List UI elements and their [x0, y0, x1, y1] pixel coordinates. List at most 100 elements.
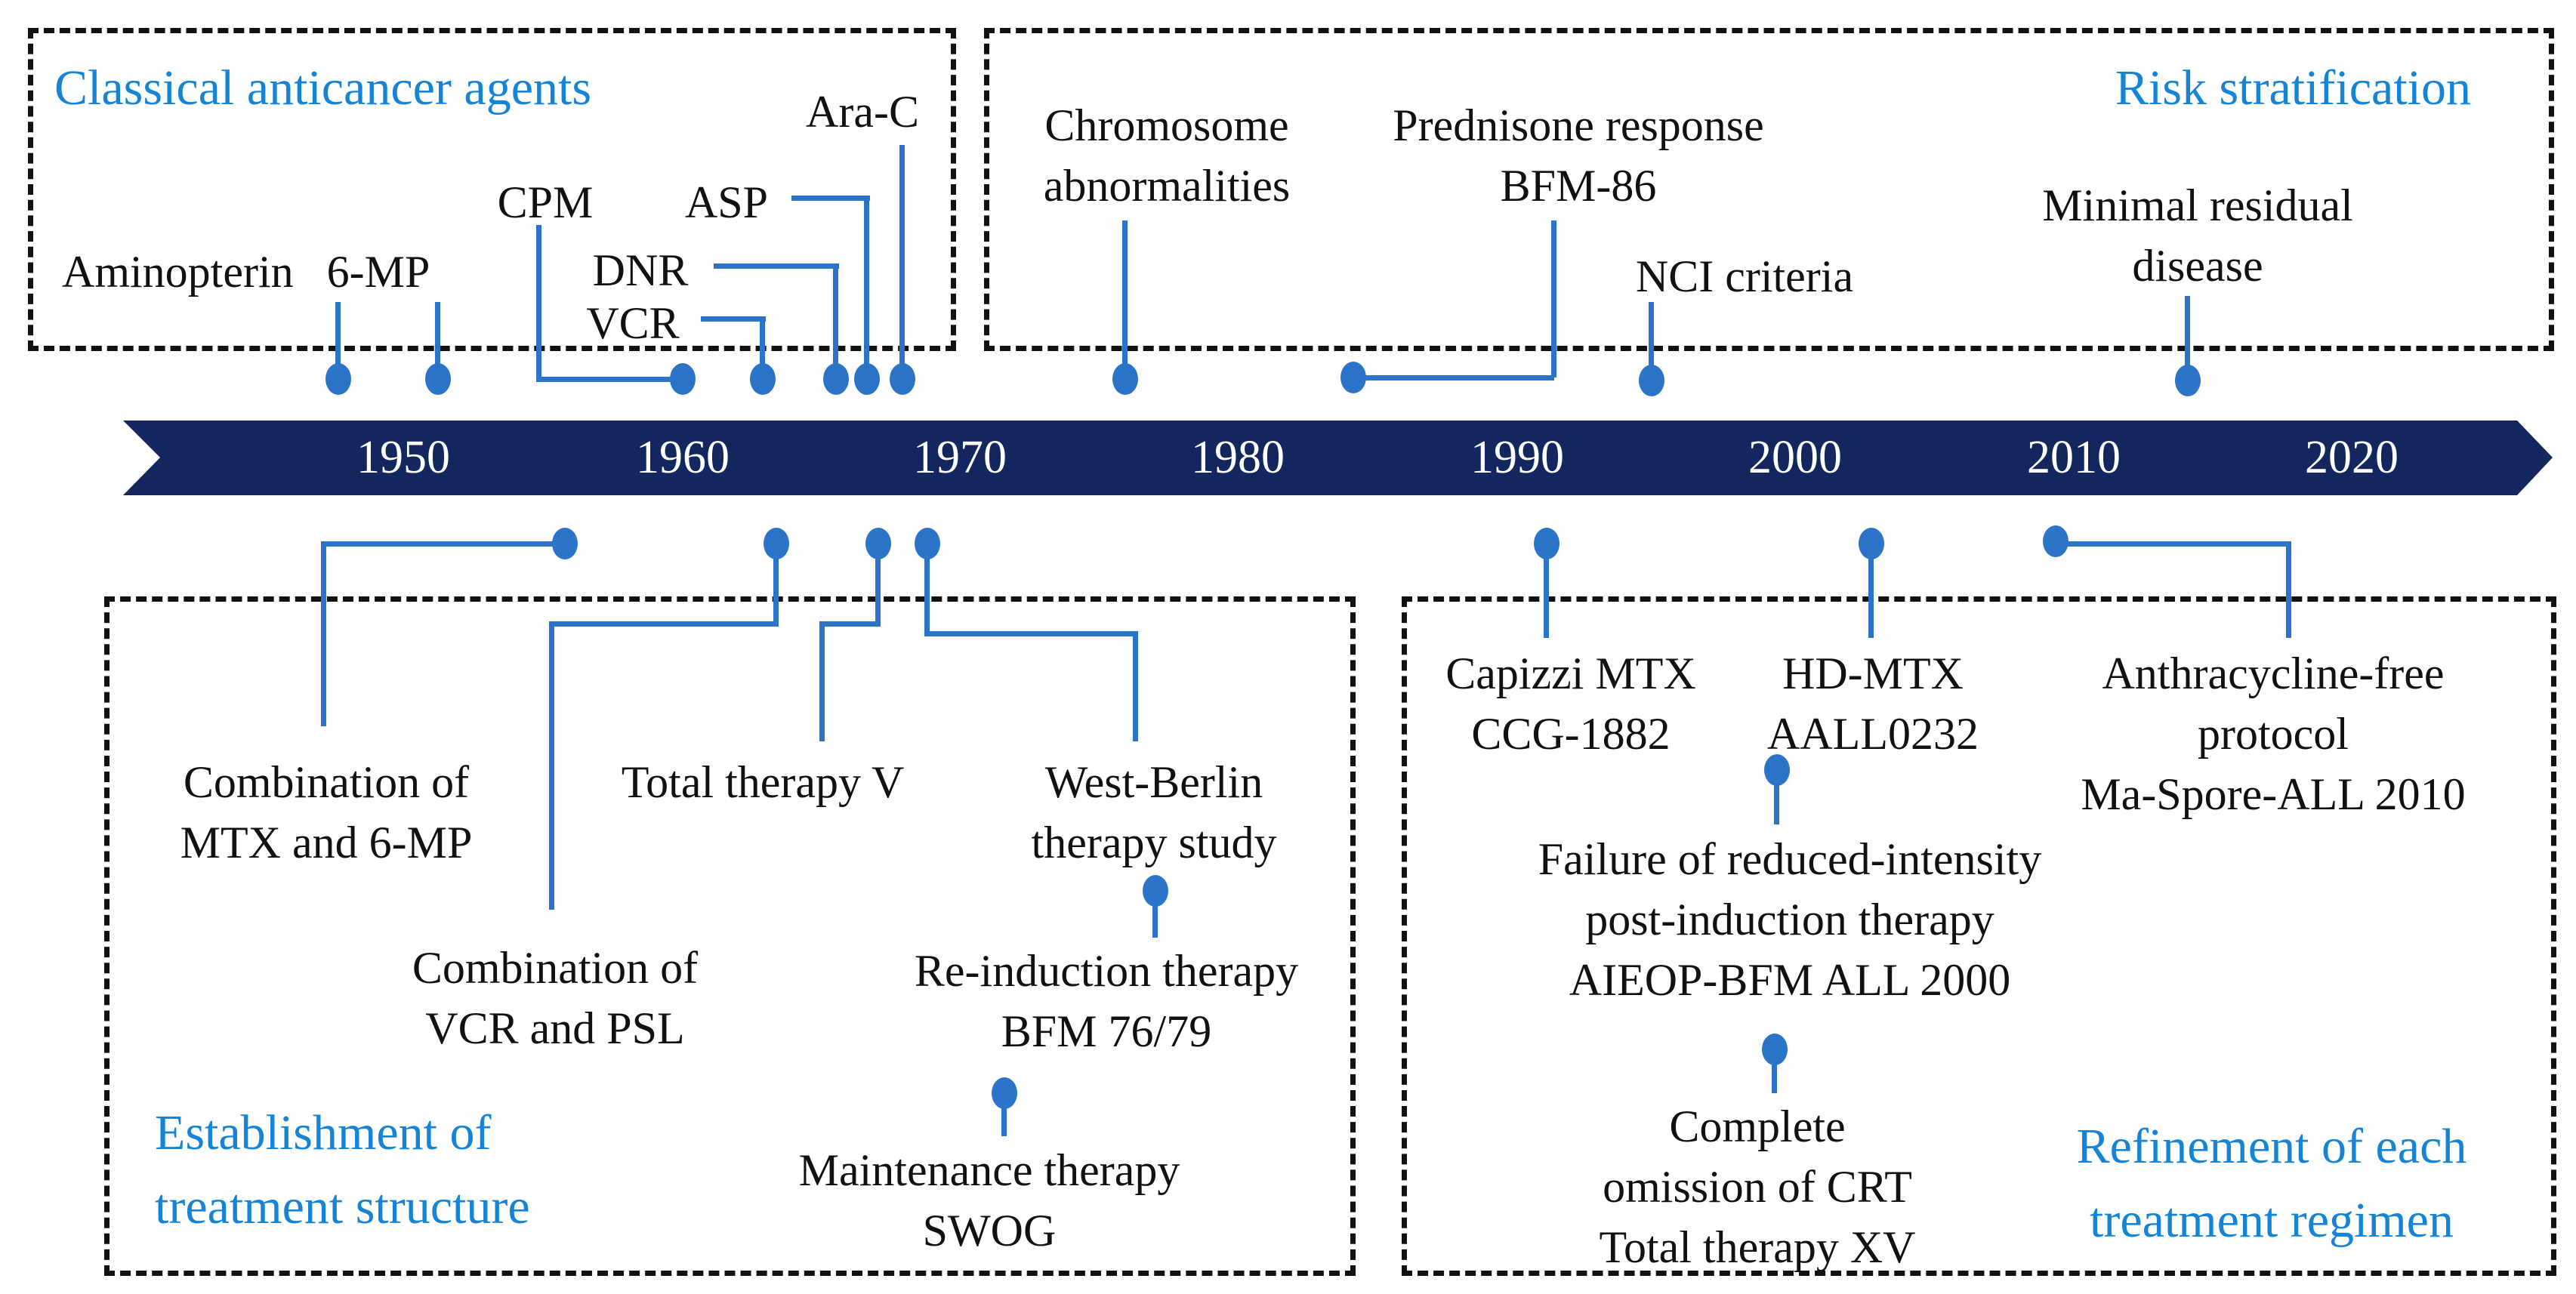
year-1960: 1960	[636, 432, 730, 483]
label-line: disease	[2132, 241, 2263, 291]
risk-stratification-title: Risk stratification	[2115, 60, 2471, 116]
label-ara-c: Ara-C	[806, 87, 919, 137]
connector-line	[791, 196, 870, 201]
label-cpm: CPM	[497, 177, 594, 227]
label-line: Minimal residual	[2042, 180, 2353, 230]
label-reinduction-bfm: Re-induction therapy BFM 76/79	[915, 941, 1298, 1061]
label-nci-criteria: NCI criteria	[1635, 251, 1854, 301]
connector-line	[875, 544, 881, 627]
label-asp: ASP	[684, 177, 769, 227]
label-line: Anthracycline-free	[2102, 649, 2445, 698]
connector-line	[1353, 375, 1554, 380]
heading-line: treatment structure	[155, 1179, 530, 1234]
year-2010: 2010	[2027, 432, 2121, 483]
timeline-dot-mrd	[2175, 365, 2201, 396]
timeline-dot-prednisone	[1340, 362, 1366, 393]
label-line: MTX and 6-MP	[180, 818, 473, 867]
connector-line	[1774, 782, 1779, 824]
timeline-dot-vcr-psl	[764, 528, 789, 559]
connector-line	[2286, 541, 2291, 638]
label-line: Maintenance therapy	[798, 1145, 1180, 1195]
connector-line	[924, 631, 1138, 636]
label-failure-reduced-intensity: Failure of reduced-intensity post-induct…	[1538, 829, 2041, 1010]
label-line: Capizzi MTX	[1445, 649, 1696, 698]
connector-line	[335, 302, 341, 379]
connector-line	[819, 621, 881, 627]
label-aminopterin: Aminopterin	[62, 247, 294, 297]
connector-line	[2185, 296, 2190, 381]
year-1950: 1950	[356, 432, 450, 483]
connector-line	[1868, 557, 1874, 638]
label-line: Re-induction therapy	[914, 946, 1299, 996]
year-2000: 2000	[1748, 432, 1842, 483]
label-line: HD-MTX	[1782, 649, 1964, 698]
classical-agents-title: Classical anticancer agents	[54, 60, 592, 116]
label-complete-omission-crt: Complete omission of CRT Total therapy X…	[1599, 1096, 1915, 1277]
connector-line	[1001, 1104, 1007, 1136]
label-line: omission of CRT	[1603, 1162, 1912, 1212]
heading-line: Establishment of	[155, 1105, 492, 1160]
timeline-dot-chromosome	[1112, 363, 1138, 395]
label-prednisone-response: Prednisone response BFM-86	[1393, 95, 1764, 216]
refinement-heading: Refinement of each treatment regimen	[2077, 1110, 2467, 1258]
connector-line	[1551, 220, 1556, 377]
label-line: abnormalities	[1043, 161, 1291, 211]
label-line: Complete	[1669, 1101, 1846, 1151]
dot-maintenance	[992, 1077, 1017, 1109]
label-line: Ma-Spore-ALL 2010	[2081, 769, 2466, 819]
label-line: BFM-86	[1500, 161, 1657, 211]
connector-line	[549, 621, 554, 910]
timeline-dot-vcr	[750, 363, 776, 395]
label-line: Chromosome	[1044, 100, 1289, 150]
label-maintenance-swog: Maintenance therapy SWOG	[799, 1140, 1180, 1261]
connector-line	[435, 302, 440, 379]
connector-line	[924, 544, 930, 636]
connector-line	[549, 621, 776, 627]
timeline-dot-arac	[890, 363, 915, 395]
treatment-structure-heading: Establishment of treatment structure	[155, 1096, 530, 1244]
treatment-structure-box	[104, 596, 1356, 1276]
label-line: SWOG	[922, 1206, 1057, 1255]
label-minimal-residual-disease: Minimal residual disease	[2042, 175, 2353, 296]
refinement-box	[1402, 596, 2556, 1276]
timeline-dot-anthracycline	[2043, 525, 2069, 557]
label-line: therapy study	[1031, 818, 1277, 867]
label-line: protocol	[2198, 709, 2349, 759]
timeline-dot-total-v	[865, 528, 891, 559]
label-6mp: 6-MP	[326, 247, 430, 297]
dot-omission	[1762, 1034, 1788, 1065]
connector-line	[1544, 557, 1549, 638]
dot-failure	[1764, 754, 1790, 786]
year-2020: 2020	[2305, 432, 2399, 483]
label-line: Combination of	[183, 757, 470, 807]
timeline-dot-mtx-6mp	[552, 528, 578, 559]
timeline-dot-capizzi	[1534, 528, 1559, 559]
connector-line	[324, 541, 565, 547]
connector-line	[714, 263, 839, 269]
label-chromosome-abnormalities: Chromosome abnormalities	[1044, 95, 1291, 216]
timeline-band: 1950 1960 1970 1980 1990 2000 2010 2020	[123, 421, 2553, 495]
label-line: AALL0232	[1767, 709, 1979, 759]
connector-line	[773, 544, 779, 627]
label-line: post-induction therapy	[1585, 895, 1994, 944]
heading-line: Refinement of each	[2076, 1119, 2467, 1174]
timeline-dot-aminopterin	[325, 363, 351, 395]
label-line: CCG-1882	[1471, 709, 1671, 759]
label-line: AIEOP-BFM ALL 2000	[1569, 955, 2011, 1005]
connector-line	[1133, 631, 1138, 741]
connector-line	[536, 225, 541, 382]
label-vcr: VCR	[586, 298, 680, 348]
label-line: Failure of reduced-intensity	[1538, 834, 2042, 884]
connector-line	[760, 316, 765, 379]
connector-line	[701, 316, 766, 322]
label-combination-mtx-6mp: Combination of MTX and 6-MP	[180, 752, 473, 873]
connector-line	[899, 145, 905, 379]
timeline-dot-6mp	[425, 363, 451, 395]
connector-line	[833, 263, 838, 379]
heading-line: treatment regimen	[2090, 1193, 2454, 1248]
label-capizzi-ccg1882: Capizzi MTX CCG-1882	[1445, 643, 1696, 764]
connector-line	[1772, 1061, 1777, 1093]
label-combination-vcr-psl: Combination of VCR and PSL	[412, 938, 698, 1058]
timeline-dot-asp	[854, 363, 880, 395]
